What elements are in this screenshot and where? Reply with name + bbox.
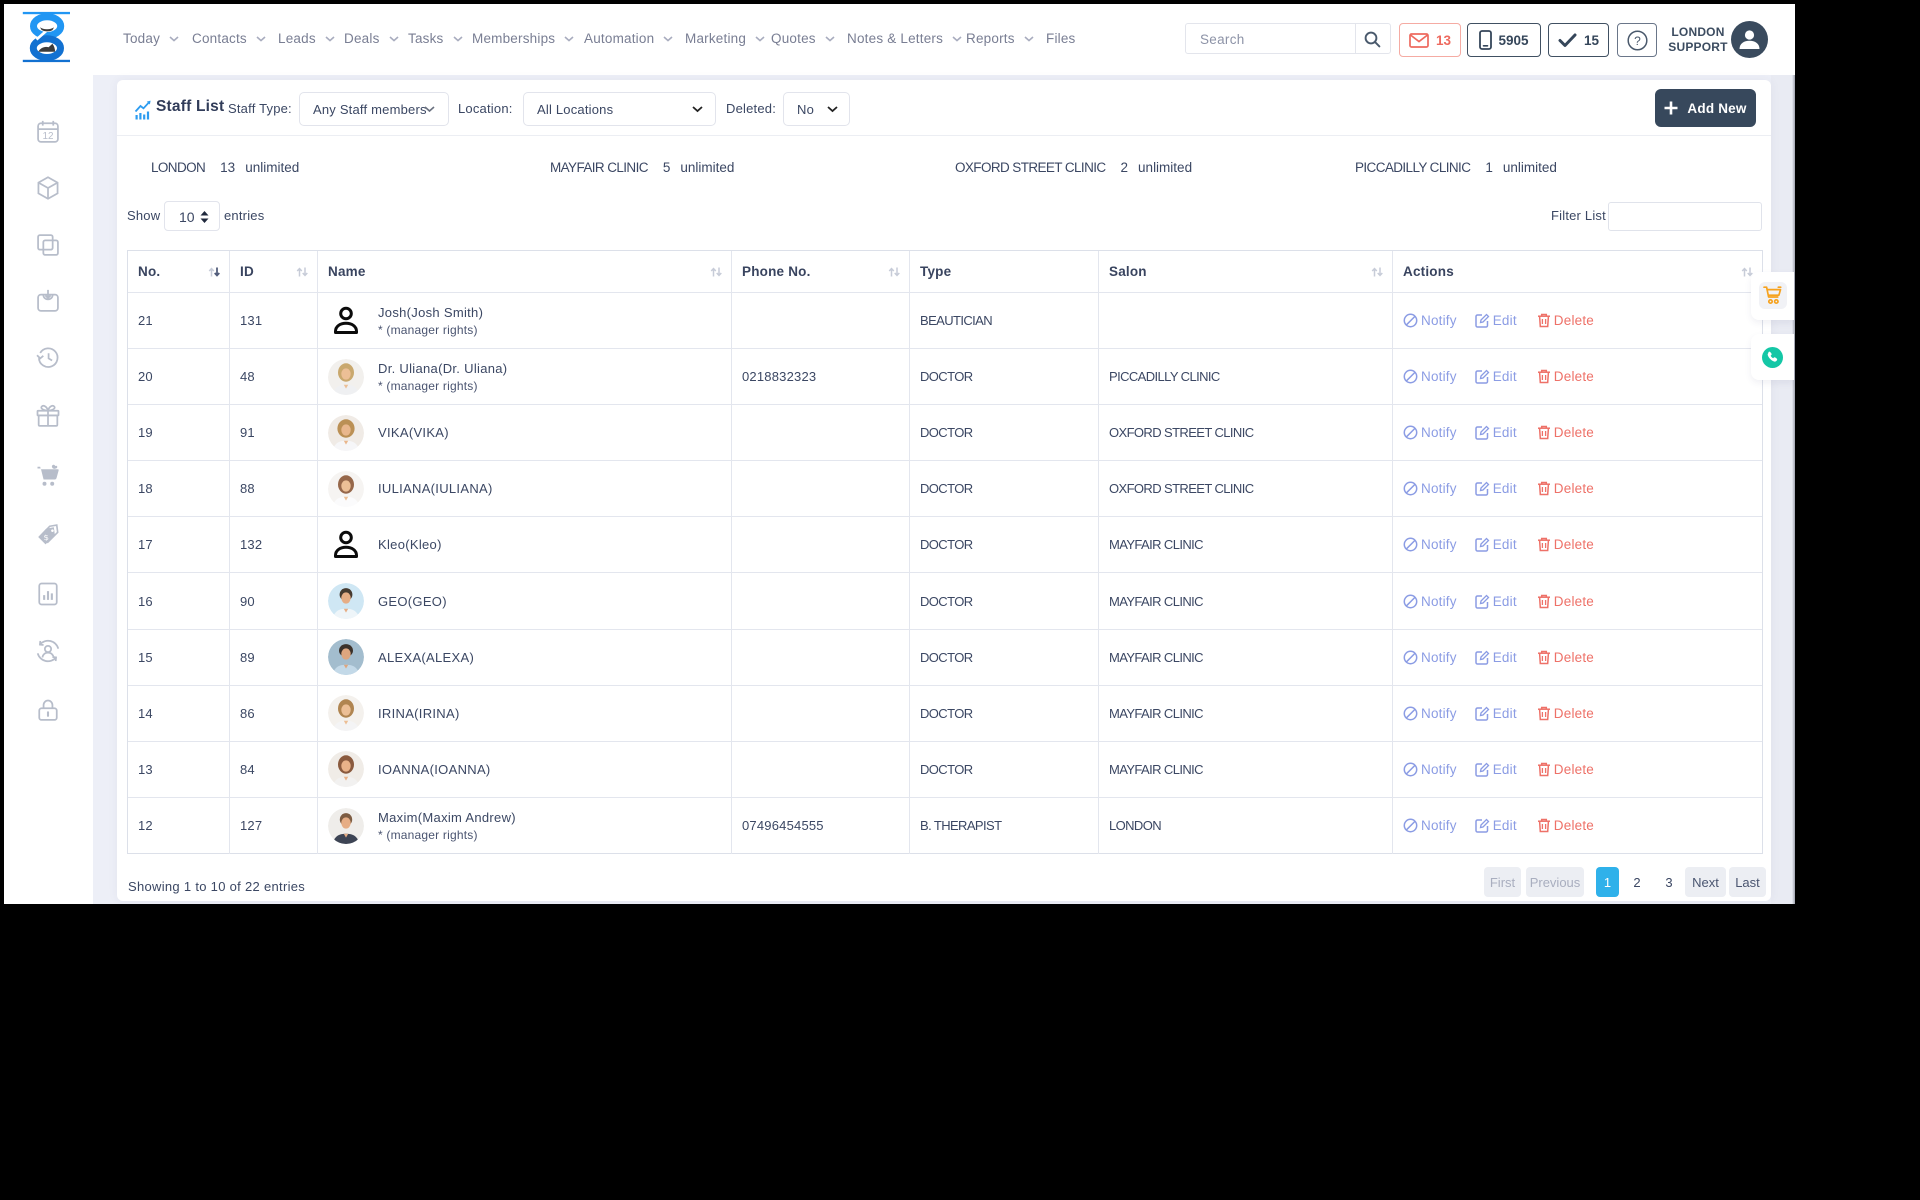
svg-text:$: $ bbox=[43, 533, 49, 543]
svg-text:12: 12 bbox=[42, 131, 54, 142]
svg-text:?: ? bbox=[1634, 33, 1641, 47]
